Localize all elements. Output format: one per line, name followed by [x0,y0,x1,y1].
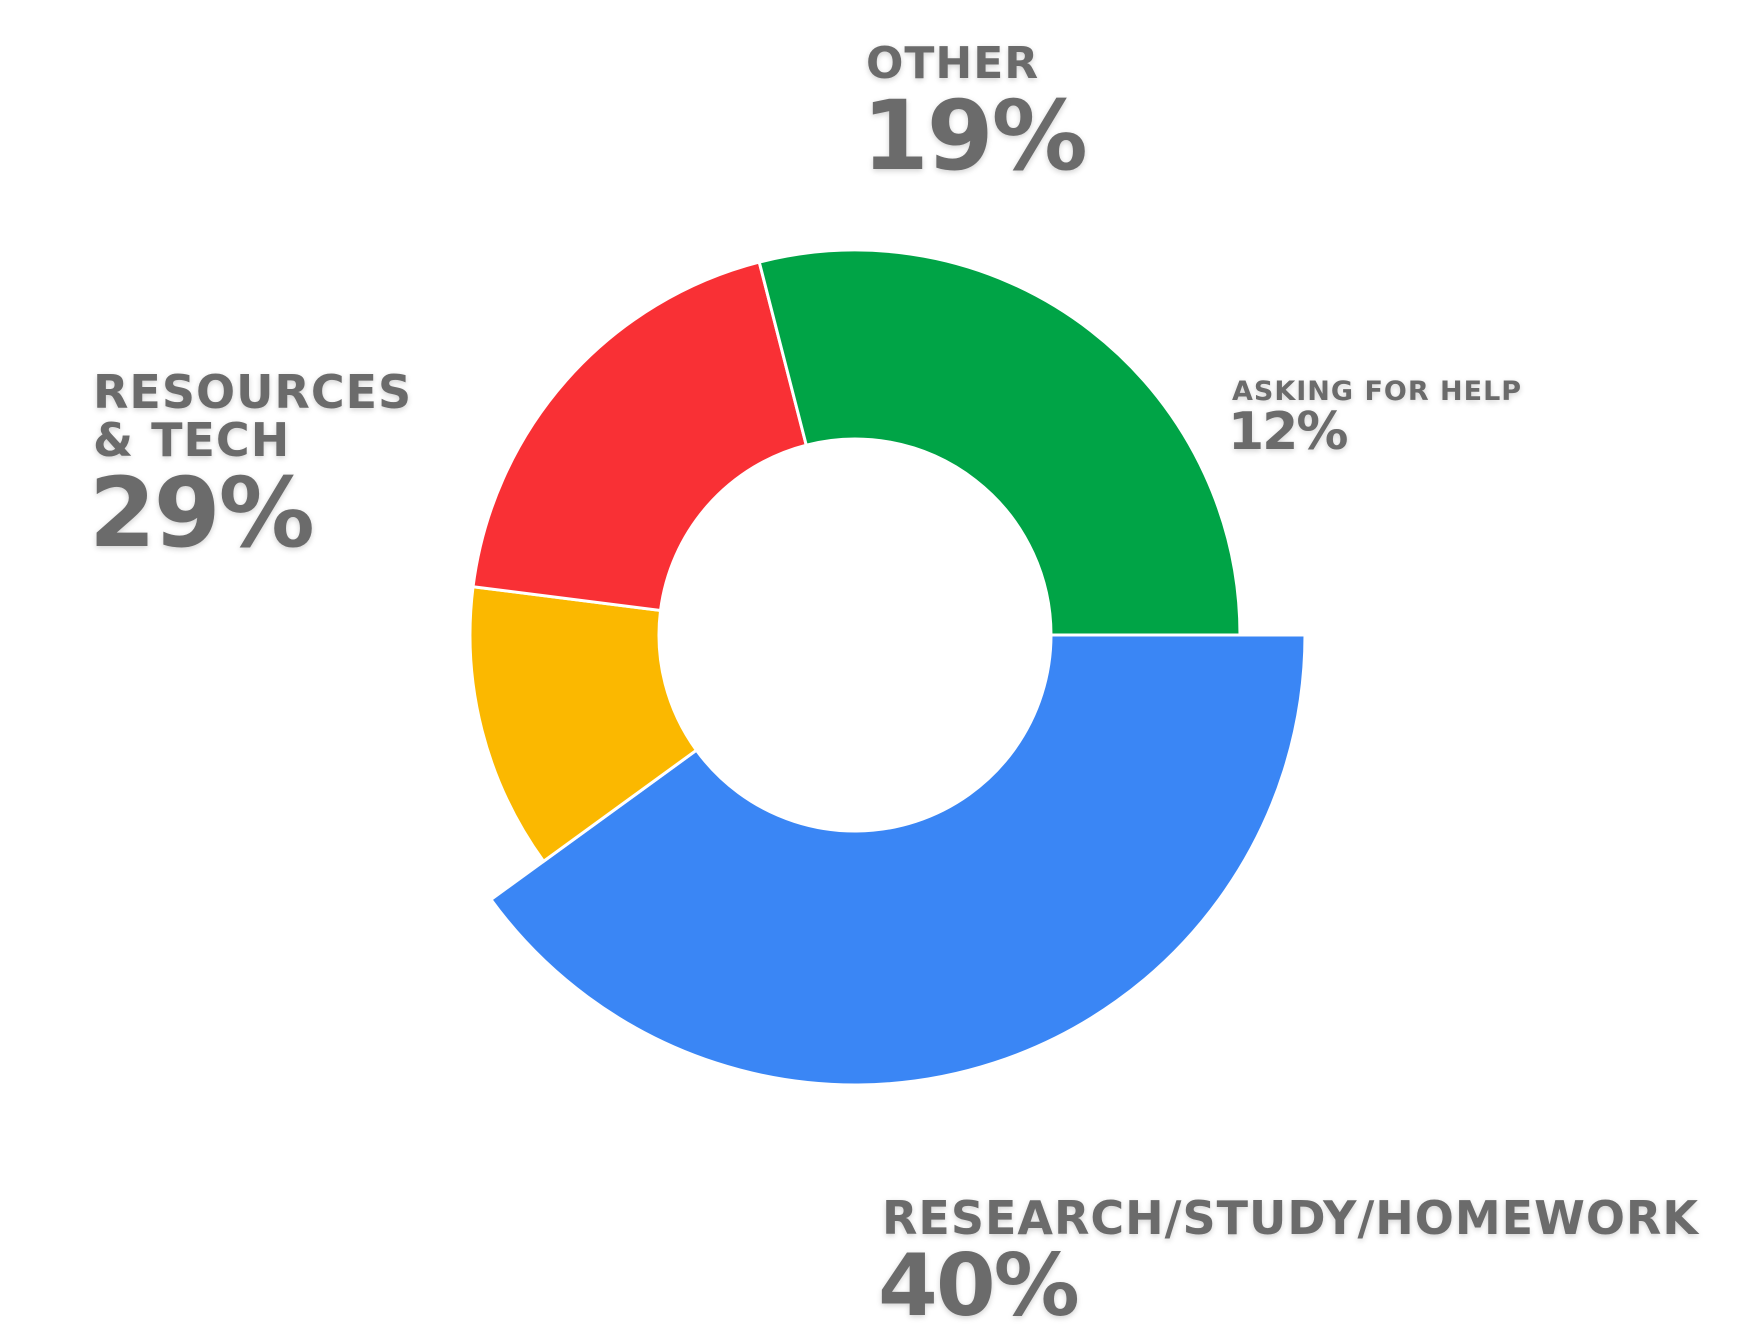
slice-value-label: 40% [878,1236,1080,1336]
slice-value-label: 29% [89,456,315,569]
donut-slice [468,585,699,864]
slice-label: RESEARCH/STUDY/HOMEWORK [882,1191,1699,1245]
slice-value-label: 12% [1228,402,1348,463]
donut-slice [471,260,809,613]
slice-value-label: 19% [862,80,1088,193]
donut-slice [757,248,1242,637]
slice-label: ASKING FOR HELP [1232,376,1523,407]
slice-label: OTHER [866,38,1040,89]
slice-label: RESOURCES & TECH [93,365,413,468]
donut-slice [488,633,1307,1087]
